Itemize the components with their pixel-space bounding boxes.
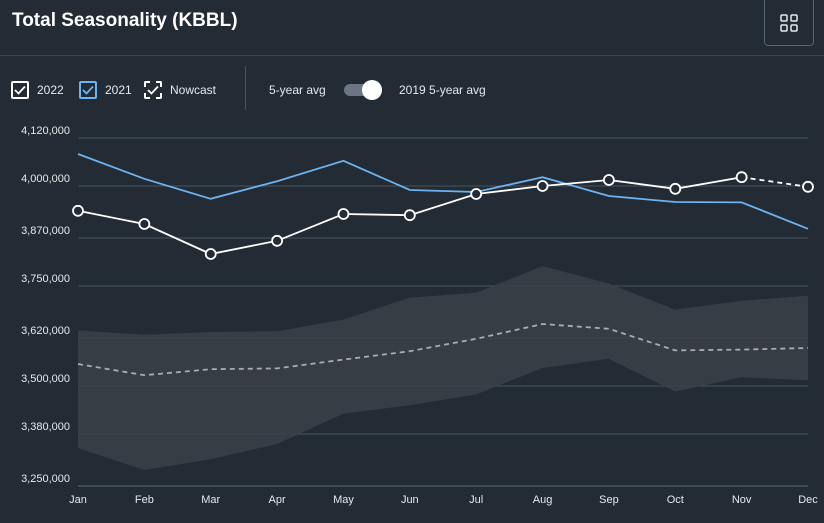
series-line-nowcast	[741, 176, 809, 188]
grid-view-button[interactable]	[764, 0, 814, 46]
page-title: Total Seasonality (KBBL)	[12, 10, 238, 31]
check-icon	[82, 85, 94, 95]
toggle-right-label: 2019 5-year avg	[399, 83, 486, 97]
x-tick-label: May	[333, 494, 354, 506]
x-tick-label: Oct	[667, 494, 684, 506]
legend-divider	[245, 66, 246, 110]
checkbox-2021[interactable]	[79, 81, 97, 99]
checkbox-2022[interactable]	[11, 81, 29, 99]
legend-label-2021: 2021	[105, 83, 132, 97]
y-tick-label: 3,500,000	[21, 373, 70, 385]
data-point-2022	[603, 174, 615, 186]
x-tick-label: Sep	[599, 494, 619, 506]
y-tick-label: 3,870,000	[21, 225, 70, 237]
y-tick-label: 3,620,000	[21, 325, 70, 337]
data-point-2022	[403, 209, 416, 222]
data-point-2022	[669, 182, 682, 195]
header: Total Seasonality (KBBL)	[0, 0, 824, 56]
grid-icon	[780, 13, 798, 32]
x-tick-label: Jan	[69, 494, 87, 506]
x-tick-label: Mar	[201, 494, 220, 506]
legend-label-nowcast: Nowcast	[170, 83, 217, 97]
check-icon	[14, 85, 26, 95]
x-tick-label: Nov	[732, 494, 752, 506]
check-icon	[147, 85, 159, 95]
data-point-2022	[204, 248, 217, 260]
toggle-left-label: 5-year avg	[269, 83, 326, 97]
data-point-nowcast	[802, 180, 814, 193]
x-tick-label: Feb	[135, 494, 154, 506]
y-tick-label: 3,750,000	[21, 273, 70, 285]
y-tick-label: 3,380,000	[21, 421, 70, 433]
data-point-2022	[536, 180, 549, 192]
x-tick-label: Dec	[798, 494, 818, 506]
x-tick-label: Aug	[533, 494, 553, 506]
legend-item-2022[interactable]: 2022	[11, 78, 64, 102]
y-tick-label: 4,000,000	[21, 173, 70, 185]
x-tick-label: Jun	[401, 494, 419, 506]
legend-label-2022: 2022	[37, 83, 64, 97]
checkbox-nowcast[interactable]	[144, 81, 162, 99]
legend-item-2021[interactable]: 2021	[79, 78, 132, 102]
y-tick-label: 4,120,000	[21, 125, 70, 137]
x-tick-label: Jul	[469, 494, 483, 506]
data-point-2022	[735, 171, 748, 184]
data-point-2022	[470, 188, 483, 200]
series-line-2021	[77, 153, 809, 230]
x-tick-label: Apr	[269, 494, 286, 506]
y-tick-label: 3,250,000	[21, 473, 70, 485]
data-point-2022	[271, 234, 283, 247]
data-point-2022	[138, 218, 151, 230]
legend-item-nowcast[interactable]: Nowcast	[144, 78, 216, 102]
toggle-knob[interactable]	[362, 80, 382, 100]
data-point-2022	[72, 204, 84, 217]
data-point-2022	[337, 208, 350, 220]
range-band	[78, 266, 808, 470]
avg-toggle[interactable]	[344, 80, 384, 100]
